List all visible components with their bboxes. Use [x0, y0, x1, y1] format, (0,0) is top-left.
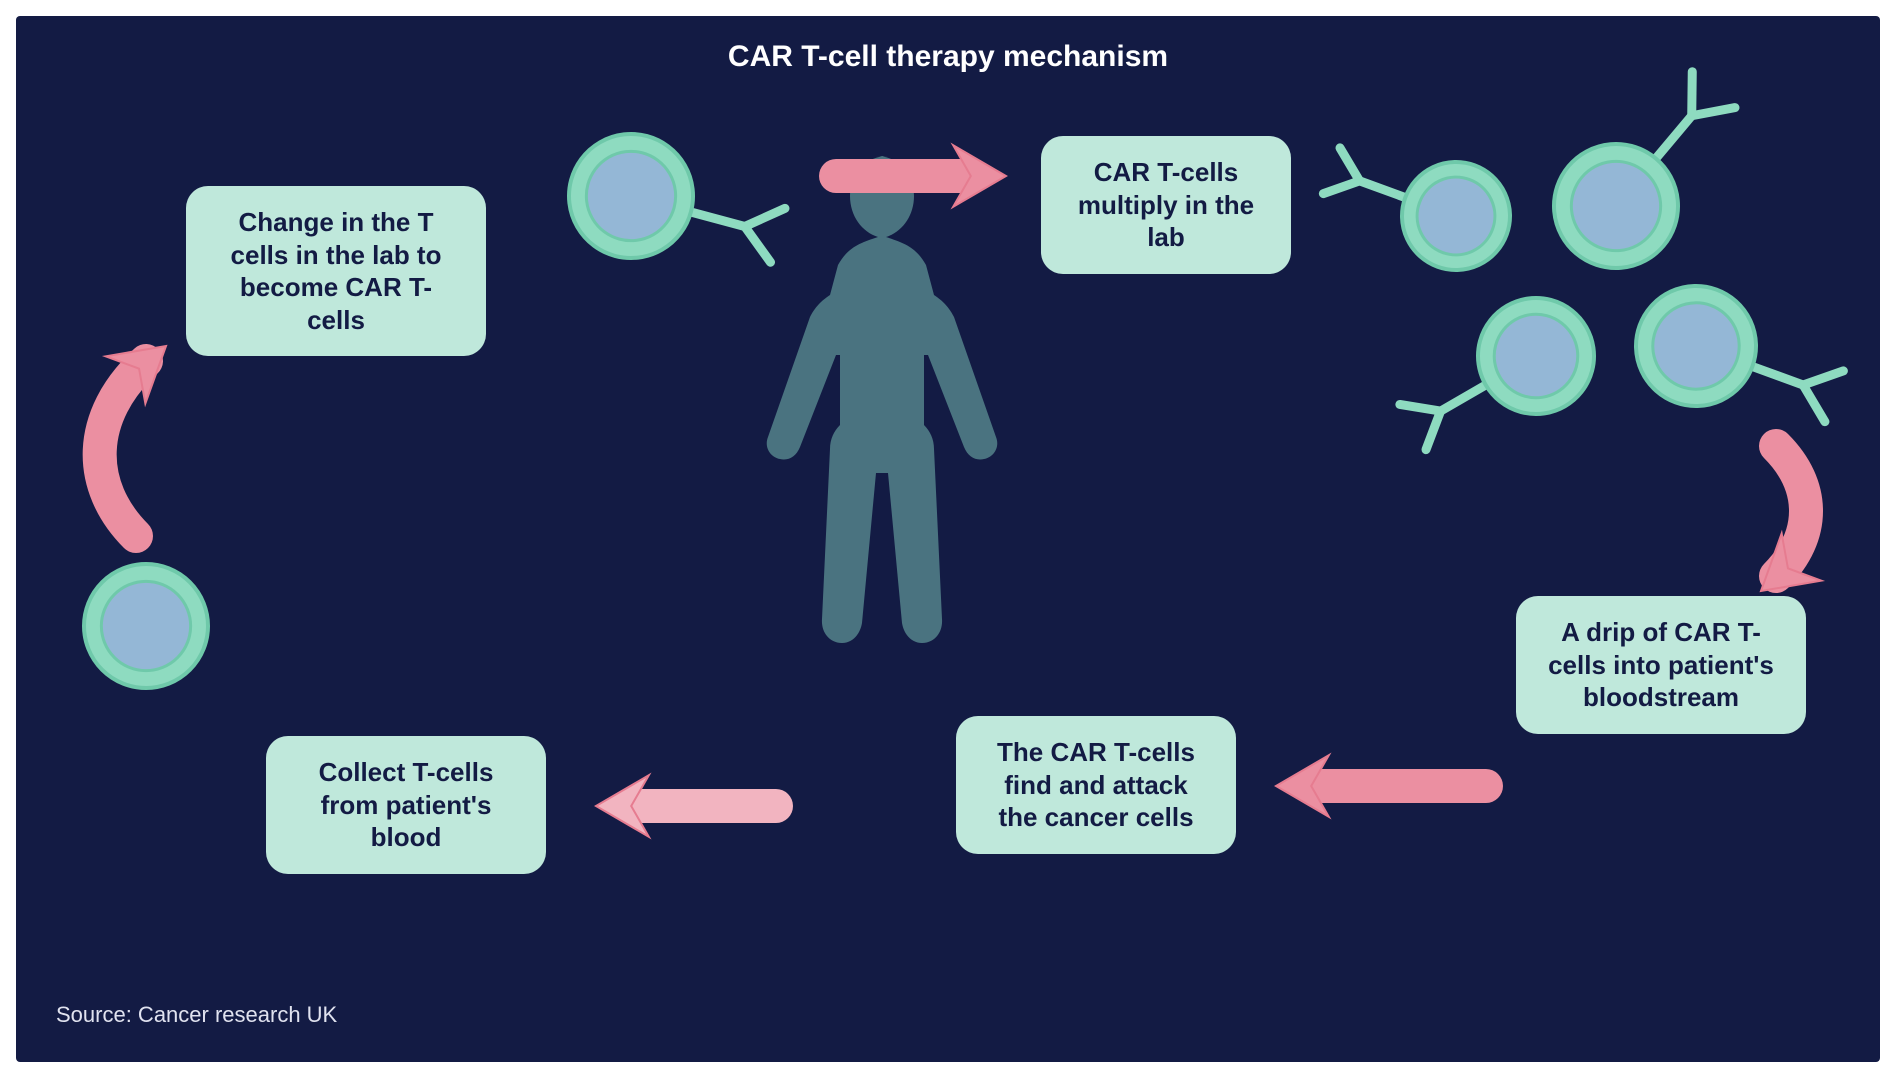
car-tcell-cluster-icon [1619, 269, 1855, 453]
car-tcell-cluster-icon [1529, 50, 1761, 294]
car-tcell-cluster-icon [1384, 277, 1615, 478]
step-attack: The CAR T-cells find and attack the canc… [956, 716, 1236, 854]
diagram-svg [16, 16, 1880, 1062]
car-tcell-icon [555, 120, 794, 295]
arrow-drip-to-attack [1276, 755, 1486, 817]
human-icon [767, 156, 998, 643]
step-multiply: CAR T-cells multiply in the lab [1041, 136, 1291, 274]
arrow-change-to-multiply [836, 145, 1006, 207]
tcell-icon [84, 564, 208, 688]
arrow-collect-to-change [100, 346, 166, 536]
diagram-title: CAR T-cell therapy mechanism [16, 40, 1880, 74]
arrow-multiply-to-drip [1761, 446, 1821, 591]
arrow-attack-to-collect [596, 775, 776, 837]
diagram-canvas: CAR T-cell therapy mechanism Collect T-c… [16, 16, 1880, 1062]
step-change: Change in the T cells in the lab to beco… [186, 186, 486, 356]
car-tcell-cluster-icon [1313, 120, 1525, 285]
step-drip: A drip of CAR T-cells into patient's blo… [1516, 596, 1806, 734]
source-label: Source: Cancer research UK [56, 1002, 337, 1028]
step-collect: Collect T-cells from patient's blood [266, 736, 546, 874]
